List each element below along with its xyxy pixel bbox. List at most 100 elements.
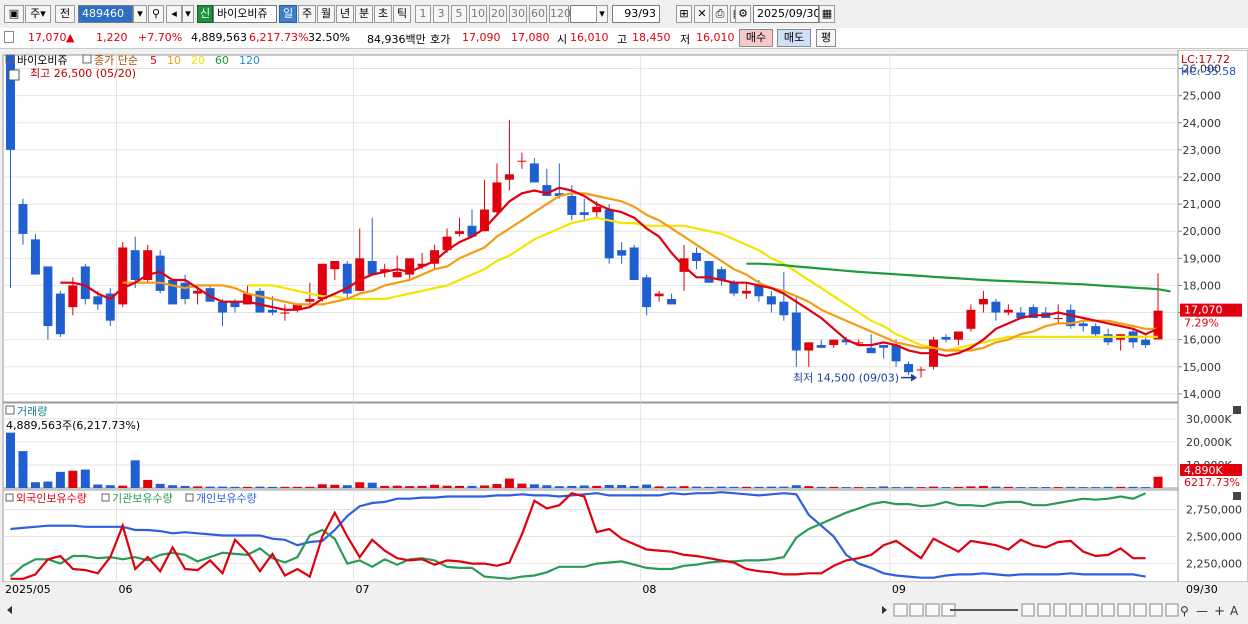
x-axis-bar: [3, 582, 1248, 596]
last-pct-label: 7.29%: [1184, 317, 1219, 330]
holdings-legend-toggle-icon: [101, 493, 110, 502]
interval-button[interactable]: 10: [469, 5, 487, 23]
candle-body: [766, 296, 776, 305]
candle-body: [68, 285, 78, 308]
timeframe-tab[interactable]: 틱: [393, 5, 411, 23]
volume-bar: [18, 451, 28, 488]
candle-body: [791, 312, 801, 351]
low-label: 저: [680, 33, 691, 46]
interval-dropdown-icon[interactable]: ▾: [596, 5, 608, 23]
legend-ma-period: 20: [191, 54, 205, 67]
candle-body: [155, 255, 165, 291]
open-label: 시: [557, 33, 568, 46]
quote-bar: 17,070 ▲ 1,220 +7.70% 4,889,563 6,217.73…: [0, 28, 1248, 49]
print-icon[interactable]: ⎙: [712, 5, 728, 23]
candle-body: [916, 369, 926, 371]
prev-page-icon: [909, 603, 924, 617]
x-axis-label: 06: [119, 583, 133, 596]
volume-bar: [679, 486, 689, 488]
timeframe-tab[interactable]: 초: [374, 5, 392, 23]
gear-icon[interactable]: ⚙: [735, 5, 751, 23]
interval-button[interactable]: 20: [489, 5, 507, 23]
code-dropdown-icon[interactable]: ▾: [133, 5, 147, 23]
volume-bar: [804, 486, 814, 488]
speaker-dropdown-icon[interactable]: ▾: [182, 5, 194, 23]
price-tick-label: 14,000: [1183, 388, 1222, 401]
volume-bar: [1141, 487, 1151, 489]
calendar-icon[interactable]: ▦: [819, 5, 835, 23]
legend-ma-period: 10: [167, 54, 181, 67]
stop-icon: [925, 603, 940, 617]
interval-button[interactable]: 30: [509, 5, 527, 23]
timeframe-tab[interactable]: 일: [279, 5, 297, 23]
first-page-icon: [893, 603, 908, 617]
last-price-label: 17,070: [1184, 304, 1223, 317]
candle-body: [991, 301, 1001, 313]
candle-body: [1078, 323, 1088, 327]
holdings-legend-toggle-icon: [185, 493, 194, 502]
volume-bar: [854, 487, 864, 489]
interval-button[interactable]: 120: [549, 5, 571, 23]
volume-bar: [292, 486, 302, 488]
interval-button[interactable]: 3: [433, 5, 449, 23]
timeframe-tab[interactable]: 분: [355, 5, 373, 23]
period-select[interactable]: 주▾: [25, 5, 51, 23]
scroll-left-icon: [7, 606, 12, 614]
interval-button[interactable]: 1: [415, 5, 431, 23]
interval-button[interactable]: 60: [529, 5, 547, 23]
price-tick-label: 15,000: [1183, 361, 1222, 374]
candle-body: [417, 263, 427, 267]
price-tick-label: 16,000: [1183, 334, 1222, 347]
candle-body: [5, 55, 15, 150]
candle-body: [629, 247, 639, 281]
trade-amount: 84,936백만: [367, 33, 426, 46]
volume-value-label: 4,889,563주(6,217.73%): [6, 419, 140, 432]
search-icon[interactable]: ⚲: [148, 5, 164, 23]
timeframe-tab[interactable]: 주: [298, 5, 316, 23]
volume-bar: [529, 484, 539, 488]
stock-code-input[interactable]: 489460: [78, 5, 133, 23]
candle-body: [816, 345, 826, 348]
candle-body: [754, 285, 764, 297]
candle-body: [118, 247, 128, 305]
interval-button[interactable]: 5: [451, 5, 467, 23]
eval-button[interactable]: 평: [816, 29, 836, 47]
candle-body: [342, 263, 352, 294]
candle-body: [741, 290, 751, 294]
candle-body: [579, 212, 589, 215]
market-select[interactable]: 전: [55, 5, 75, 23]
grid-icon[interactable]: ⊞: [676, 5, 692, 23]
zoom-out-icon: —: [1196, 604, 1208, 618]
quote-toggle-icon[interactable]: [4, 31, 14, 43]
holdings-legend-label: 외국인보유수량: [16, 492, 87, 505]
credit-badge: 신: [197, 5, 213, 23]
buy-button[interactable]: 매수: [739, 29, 773, 47]
candle-body: [978, 298, 988, 305]
market-select-value: 전: [59, 7, 71, 20]
volume-bar: [729, 486, 739, 488]
ma60-line: [746, 262, 1171, 293]
candle-body: [517, 160, 527, 162]
window-menu-icon[interactable]: ▣: [4, 5, 24, 23]
volume-bar: [93, 484, 103, 488]
timeframe-tab[interactable]: 월: [317, 5, 335, 23]
candle-body: [567, 195, 577, 215]
price-tick-label: 24,000: [1183, 117, 1222, 130]
volume-close-icon: [1233, 406, 1241, 414]
volume-bar: [642, 484, 652, 488]
count-field[interactable]: 93/93: [612, 5, 660, 23]
timeframe-tab[interactable]: 년: [336, 5, 354, 23]
sell-button[interactable]: 매도: [777, 29, 811, 47]
volume-bar: [916, 487, 926, 489]
max-marker-icon: [8, 69, 20, 81]
price-arrow: ▲: [66, 31, 75, 44]
drawing-tool-icon: [1149, 603, 1163, 617]
zoom-in-icon: +: [1214, 604, 1225, 619]
crosshair-icon[interactable]: ✕: [694, 5, 710, 23]
date-field[interactable]: 2025/09/30: [753, 5, 819, 23]
volume-bar: [130, 460, 140, 488]
scroll-right-icon: [882, 606, 887, 614]
speaker-icon[interactable]: ◂: [166, 5, 182, 23]
zoom-search-icon: ⚲: [1180, 604, 1189, 618]
candle-body: [891, 345, 901, 362]
